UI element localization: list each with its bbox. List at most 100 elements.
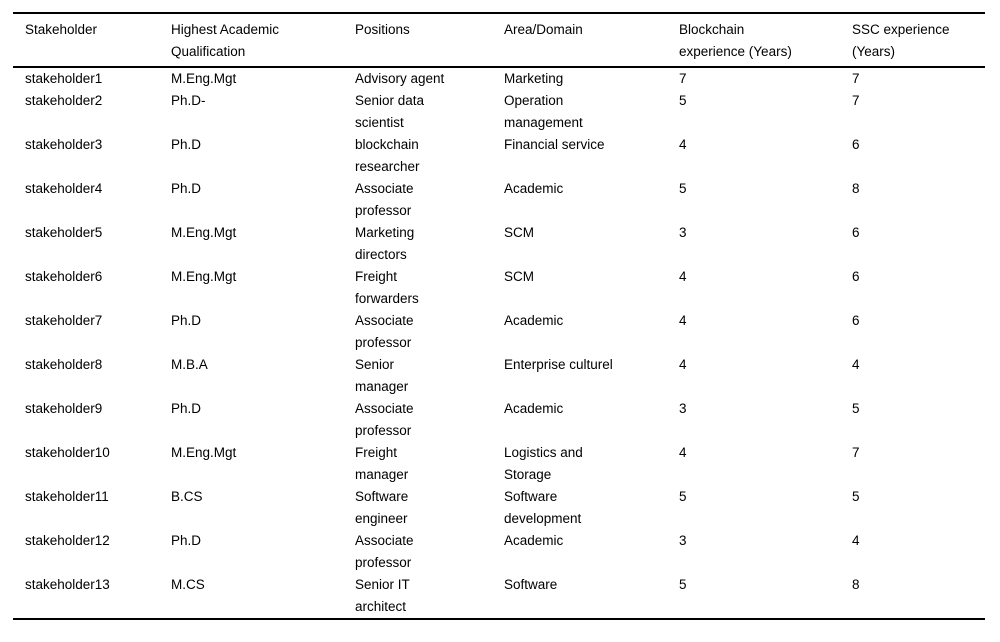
table-cell: Associate professor <box>355 181 414 218</box>
table-row: stakeholder5 M.Eng.Mgt Marketing directors… <box>13 222 985 266</box>
table-cell: Ph.D <box>171 313 202 328</box>
table-cell: 5 <box>679 93 687 108</box>
table-cell: 3 <box>679 533 687 548</box>
table-cell: 4 <box>679 357 687 372</box>
table-cell: 4 <box>679 313 687 328</box>
column-header-blockchain-experience: Blockchain experience (Years) <box>667 13 840 68</box>
stakeholder-table: Stakeholder Highest Academic Qualificati… <box>13 12 985 620</box>
table-row: stakeholder9 Ph.D Associate professor Acade… <box>13 398 985 442</box>
table-cell: stakeholder5 <box>25 225 103 240</box>
table-cell: 3 <box>679 401 687 416</box>
table-cell: 4 <box>679 445 687 460</box>
table-cell: B.CS <box>171 489 203 504</box>
table-cell: 8 <box>852 577 860 592</box>
table-cell: Ph.D- <box>171 93 206 108</box>
table-cell: Freight forwarders <box>355 269 419 306</box>
table-cell: 4 <box>679 269 687 284</box>
table-cell: 6 <box>852 313 860 328</box>
table-cell: stakeholder11 <box>25 489 109 504</box>
table-cell: 6 <box>852 137 860 152</box>
table-cell: Marketing directors <box>355 225 415 262</box>
table-row: stakeholder3 Ph.D blockchain researcher Fin… <box>13 134 985 178</box>
table-cell: Financial service <box>504 137 605 152</box>
table-row: stakeholder8 M.B.A Senior manager Enterpris… <box>13 354 985 398</box>
table-cell: SCM <box>504 269 534 284</box>
table-cell: blockchain researcher <box>355 137 420 174</box>
table-row: stakeholder12 Ph.D Associate professor Acad… <box>13 530 985 574</box>
table-row: stakeholder6 M.Eng.Mgt Freight forwarders S… <box>13 266 985 310</box>
table-cell: stakeholder6 <box>25 269 103 284</box>
table-cell: Ph.D <box>171 533 202 548</box>
table-cell: Operation management <box>504 93 583 130</box>
table-row: stakeholder13 M.CS Senior IT architect Soft… <box>13 574 985 619</box>
table-cell: Academic <box>504 533 564 548</box>
table-cell: Advisory agent <box>355 71 445 86</box>
table-row: stakeholder1 M.Eng.Mgt Advisory agent Marke… <box>13 67 985 90</box>
table-cell: 4 <box>852 357 860 372</box>
table-cell: stakeholder12 <box>25 533 110 548</box>
column-header-ssc-experience: SSC experience (Years) <box>840 13 985 68</box>
table-row: stakeholder11 B.CS Software engineer Softwa… <box>13 486 985 530</box>
table-cell: Ph.D <box>171 181 202 196</box>
table-cell: 7 <box>852 71 860 86</box>
table-cell: Academic <box>504 401 564 416</box>
table-cell: 6 <box>852 225 860 240</box>
table-cell: stakeholder13 <box>25 577 110 592</box>
table-cell: 5 <box>679 489 687 504</box>
table-cell: stakeholder10 <box>25 445 110 460</box>
table-cell: Associate professor <box>355 533 414 570</box>
table-cell: Associate professor <box>355 401 414 438</box>
table-cell: 5 <box>679 181 687 196</box>
table-cell: stakeholder3 <box>25 137 103 152</box>
table-cell: 5 <box>852 489 860 504</box>
table-cell: 4 <box>852 533 860 548</box>
table-cell: 5 <box>679 577 687 592</box>
table-row: stakeholder2 Ph.D- Senior data scientist Op… <box>13 90 985 134</box>
table-cell: Ph.D <box>171 137 202 152</box>
table-cell: stakeholder7 <box>25 313 103 328</box>
table-cell: Enterprise culturel <box>504 357 613 372</box>
table-cell: 7 <box>679 71 687 86</box>
table-cell: M.CS <box>171 577 205 592</box>
table-cell: Software engineer <box>355 489 409 526</box>
table-cell: Software <box>504 577 558 592</box>
table-cell: M.Eng.Mgt <box>171 225 237 240</box>
table-cell: SCM <box>504 225 534 240</box>
table-cell: 4 <box>679 137 687 152</box>
table-cell: Logistics and Storage <box>504 445 583 482</box>
table-cell: 3 <box>679 225 687 240</box>
table-cell: Marketing <box>504 71 564 86</box>
table-cell: Ph.D <box>171 401 202 416</box>
table-cell: M.Eng.Mgt <box>171 269 237 284</box>
table-cell: 7 <box>852 445 860 460</box>
table-cell: M.Eng.Mgt <box>171 445 237 460</box>
header-row: Stakeholder Highest Academic Qualificati… <box>13 13 985 68</box>
table-row: stakeholder10 M.Eng.Mgt Freight manager Log… <box>13 442 985 486</box>
table-cell: stakeholder8 <box>25 357 103 372</box>
table-cell: M.B.A <box>171 357 208 372</box>
table-cell: stakeholder1 <box>25 71 103 86</box>
table-cell: Freight manager <box>355 445 409 482</box>
column-header-positions: Positions <box>343 13 492 68</box>
column-header-qualification: Highest Academic Qualification <box>159 13 343 68</box>
table-cell: stakeholder9 <box>25 401 103 416</box>
table-cell: Associate professor <box>355 313 414 350</box>
table-cell: Software development <box>504 489 582 526</box>
column-header-area-domain: Area/Domain <box>492 13 667 68</box>
table-cell: stakeholder2 <box>25 93 103 108</box>
table-cell: Academic <box>504 181 564 196</box>
table-cell: Academic <box>504 313 564 328</box>
table-cell: 7 <box>852 93 860 108</box>
table-cell: stakeholder4 <box>25 181 103 196</box>
table-row: stakeholder4 Ph.D Associate professor Acade… <box>13 178 985 222</box>
table-cell: 8 <box>852 181 860 196</box>
table-cell: M.Eng.Mgt <box>171 71 237 86</box>
stakeholder-table-body: stakeholder1 M.Eng.Mgt Advisory agent Marke… <box>13 67 985 619</box>
table-cell: Senior data scientist <box>355 93 425 130</box>
column-header-stakeholder: Stakeholder <box>13 13 159 68</box>
table-row: stakeholder7 Ph.D Associate professor Acade… <box>13 310 985 354</box>
table-cell: 6 <box>852 269 860 284</box>
table-cell: Senior manager <box>355 357 409 394</box>
table-cell: Senior IT architect <box>355 577 410 614</box>
